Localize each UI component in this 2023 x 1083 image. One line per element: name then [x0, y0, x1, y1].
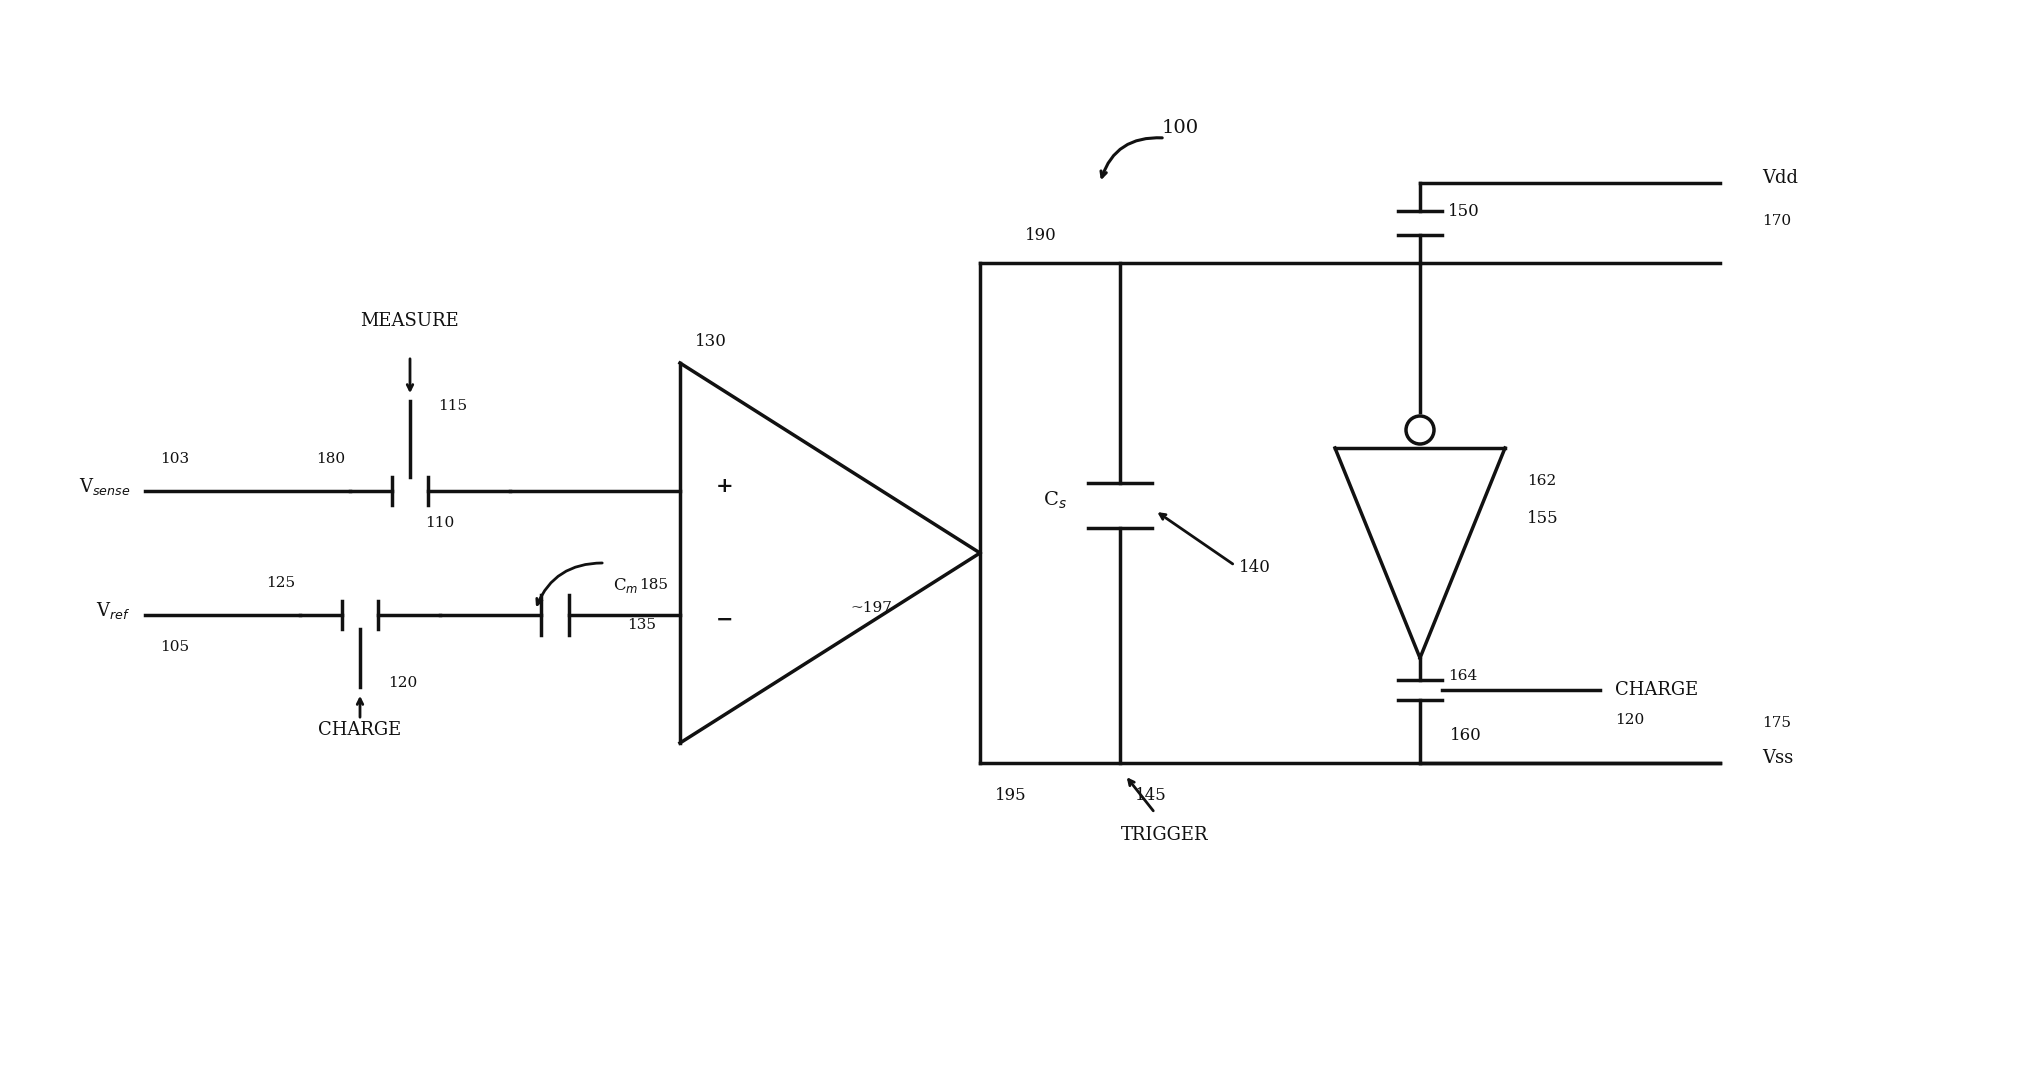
Text: CHARGE: CHARGE: [318, 721, 401, 739]
Text: Vss: Vss: [1762, 749, 1792, 767]
Text: TRIGGER: TRIGGER: [1121, 826, 1208, 844]
Text: V$_{ref}$: V$_{ref}$: [95, 600, 129, 621]
Text: +: +: [716, 477, 734, 496]
Text: ~197: ~197: [850, 601, 892, 615]
Text: MEASURE: MEASURE: [360, 312, 459, 330]
Text: 145: 145: [1135, 786, 1165, 804]
Text: 103: 103: [160, 452, 190, 466]
Text: 180: 180: [316, 452, 344, 466]
Text: 175: 175: [1762, 716, 1790, 730]
Text: 185: 185: [639, 578, 668, 592]
Text: 115: 115: [437, 399, 467, 413]
Text: 120: 120: [388, 676, 417, 690]
Text: 135: 135: [627, 618, 655, 632]
Text: 100: 100: [1161, 119, 1198, 138]
Text: 164: 164: [1446, 669, 1477, 683]
Text: CHARGE: CHARGE: [1614, 681, 1697, 699]
Text: −: −: [716, 610, 734, 630]
Text: 150: 150: [1446, 203, 1479, 220]
Text: 125: 125: [265, 576, 295, 590]
Text: 195: 195: [995, 786, 1026, 804]
Text: C$_m$: C$_m$: [613, 575, 637, 595]
Text: 110: 110: [425, 516, 453, 530]
Text: 120: 120: [1614, 713, 1643, 727]
Text: 170: 170: [1762, 214, 1790, 229]
Text: 190: 190: [1024, 226, 1056, 244]
Text: 162: 162: [1525, 474, 1556, 488]
Text: 105: 105: [160, 640, 190, 654]
Text: 140: 140: [1238, 559, 1270, 576]
Text: 160: 160: [1448, 727, 1481, 744]
Text: 155: 155: [1525, 509, 1558, 526]
Text: C$_s$: C$_s$: [1042, 490, 1066, 511]
Text: V$_{sense}$: V$_{sense}$: [79, 475, 129, 496]
Text: 130: 130: [694, 332, 726, 350]
Text: Vdd: Vdd: [1762, 169, 1796, 187]
